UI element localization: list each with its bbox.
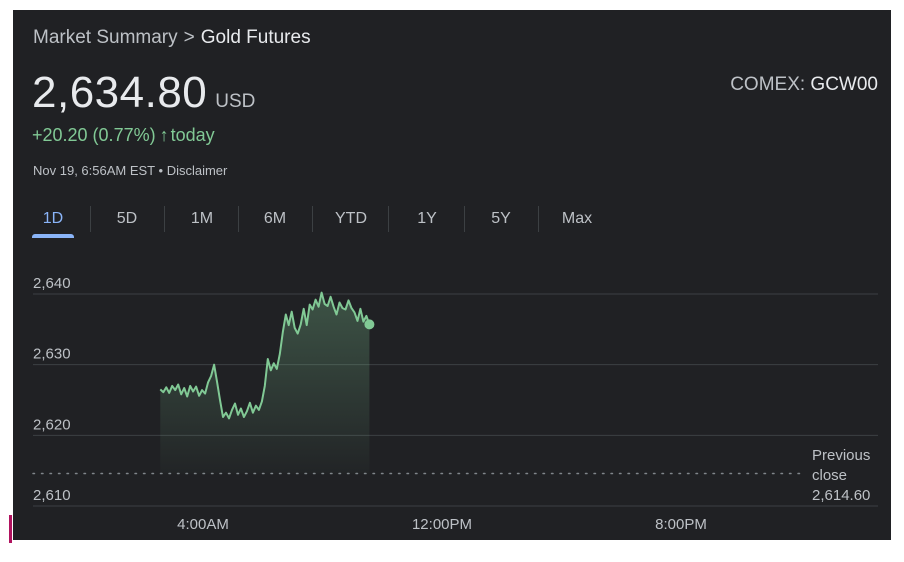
x-axis-tick-label: 8:00PM [655,516,707,533]
price-change: +20.20 (0.77%) ↑ today [32,125,215,146]
breadcrumb-current-gold-futures: Gold Futures [200,27,311,48]
disclaimer-link[interactable]: Disclaimer [166,163,228,178]
tab-ytd[interactable]: YTD [335,210,367,227]
arrow-up-icon: ↑ [159,125,169,145]
market-summary-card: Market Summary > Gold Futures 2,634.80 USD … [13,10,891,540]
price-row: 2,634.80 USD [32,68,255,118]
tab-1y[interactable]: 1Y [417,210,437,227]
breadcrumb-market-summary-link[interactable]: Market Summary [33,27,178,48]
previous-close-value: 2,614.60 [812,487,871,504]
ticker-symbol: GCW00 [810,74,878,95]
x-axis-tick-label: 4:00AM [177,516,229,533]
price-line [159,291,371,420]
current-price-marker [364,319,375,330]
bullet-separator: • [158,163,164,178]
tab-divider [90,206,91,232]
breadcrumb: Market Summary > Gold Futures [33,27,311,49]
tab-divider [238,206,239,232]
edge-marker [9,515,12,543]
y-axis-tick-label: 2,610 [33,487,71,504]
exchange-ticker: COMEX: GCW00 [730,74,878,96]
tab-1m[interactable]: 1M [190,210,214,227]
tab-1d[interactable]: 1D [32,204,74,238]
y-axis-tick-label: 2,630 [33,346,71,363]
y-axis-tick-label: 2,640 [33,275,71,292]
price-chart[interactable]: 2,640 2,630 2,620 2,610 4:00AM 12:00PM 8:00PM [13,10,891,540]
previous-close-text-line2: close [812,467,848,484]
tab-divider [164,206,165,232]
y-axis-tick-label: 2,620 [33,416,71,433]
x-axis-tick-label: 12:00PM [412,516,472,533]
tab-max[interactable]: Max [561,210,593,227]
exchange-label: COMEX: [730,74,806,95]
change-period: today [170,125,215,145]
quote-timestamp: Nov 19, 6:56AM EST • Disclaimer [33,163,227,178]
previous-close-label: Previous close 2,614.60 [812,446,870,506]
currency-label: USD [215,91,256,112]
tab-5y[interactable]: 5Y [491,210,511,227]
price-area-fill [160,292,370,474]
breadcrumb-separator: > [183,27,195,48]
timestamp-text: Nov 19, 6:56AM EST [33,163,155,178]
tab-divider [464,206,465,232]
tab-divider [388,206,389,232]
tab-5d[interactable]: 5D [116,210,138,227]
tab-divider [538,206,539,232]
previous-close-text-line1: Previous [812,447,871,464]
tab-6m[interactable]: 6M [263,210,287,227]
change-value: +20.20 (0.77%) [32,125,156,145]
tab-divider [312,206,313,232]
current-price: 2,634.80 [32,68,208,117]
